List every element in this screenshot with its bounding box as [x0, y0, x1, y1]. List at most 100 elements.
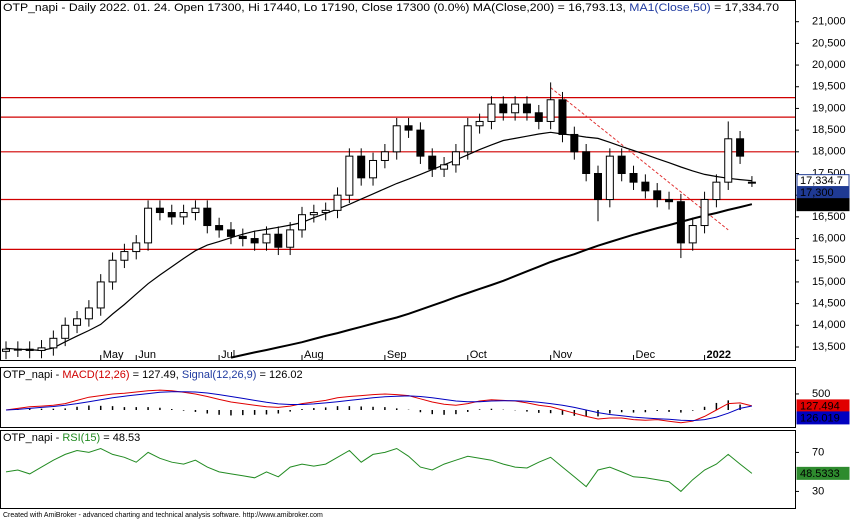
title-part: OTP_napi -: [3, 432, 62, 444]
y-tick-label: 16,000: [812, 232, 846, 244]
last-value-box: [796, 198, 850, 212]
y-tick-label: 500: [812, 388, 830, 400]
candle-body: [534, 112, 543, 122]
panel-title: OTP_napi - Daily 2022. 01. 24. Open 1730…: [3, 2, 779, 14]
candle-body: [250, 238, 259, 244]
y-tick-label: 20,000: [812, 59, 846, 71]
candle-body: [416, 129, 425, 157]
title-part: = 126.02: [256, 369, 302, 381]
y-tick-label: 30: [812, 485, 824, 497]
candle-body: [487, 103, 496, 122]
candle-body: [665, 199, 674, 203]
panel-title: OTP_napi - RSI(15) = 48.53: [3, 432, 140, 444]
candle-body: [357, 155, 366, 179]
candle-body: [25, 348, 34, 351]
candle-body: [108, 259, 117, 283]
candle-body: [688, 225, 697, 244]
candle-body: [676, 201, 685, 244]
candle-body: [605, 155, 614, 201]
y-tick-label: 13,500: [812, 341, 846, 353]
candle-body: [226, 229, 235, 237]
y-tick-label: 14,000: [812, 319, 846, 331]
candle-body: [203, 207, 212, 227]
y-tick-label: 15,500: [812, 254, 846, 266]
line-series: [5, 447, 753, 493]
line-series: [550, 87, 729, 231]
candle-body: [558, 99, 567, 135]
x-tick-label: Dec: [636, 349, 656, 361]
candle-body: [404, 125, 413, 131]
title-part: = 127.49,: [130, 369, 182, 381]
last-value-label: 126.019: [800, 412, 840, 424]
candle-body: [724, 138, 733, 183]
x-tick-label: Nov: [553, 349, 573, 361]
candle-body: [463, 125, 472, 153]
candle-body: [617, 155, 626, 174]
candle-body: [167, 212, 176, 218]
candle-body: [309, 212, 318, 216]
y-tick-label: 20,500: [812, 37, 846, 49]
title-part: OTP_napi -: [3, 369, 62, 381]
candle-body: [333, 194, 342, 211]
candle-body: [392, 125, 401, 153]
x-tick-label: Jun: [138, 349, 156, 361]
candle-body: [475, 120, 484, 127]
macd-panel-frame: [0, 367, 796, 428]
footer: Created with AmiBroker - advanced charti…: [3, 512, 323, 519]
candle-body: [61, 324, 70, 339]
last-value-box: [796, 411, 850, 425]
candle-body: [120, 251, 129, 261]
y-tick-label: 18,500: [812, 124, 846, 136]
candle-body: [37, 347, 46, 351]
y-tick-label: 19,500: [812, 81, 846, 93]
last-value-label: 48.5333: [800, 468, 840, 480]
title-part: OTP_napi - Daily 2022. 01. 24. Open 1730…: [3, 2, 629, 14]
candle-body: [73, 318, 82, 326]
candle-body: [511, 103, 520, 114]
candle-body: [84, 307, 93, 320]
candle-body: [570, 133, 579, 153]
line-series: [5, 389, 753, 424]
title-part: MA1(Close,50): [629, 2, 710, 14]
candle-body: [2, 348, 10, 352]
last-value-label: 16,793.1: [800, 199, 843, 211]
candle-body: [653, 190, 662, 201]
candle-body: [132, 242, 141, 253]
price-panel-frame: [0, 0, 796, 361]
candle-body: [238, 235, 247, 240]
candle-body: [712, 181, 721, 201]
candle-body: [321, 209, 330, 214]
candle-body: [736, 138, 745, 157]
last-value-label: 17,300: [800, 187, 834, 199]
candle-body: [380, 151, 389, 161]
line-series: [5, 131, 752, 352]
title-part: = 48.53: [100, 432, 140, 444]
y-tick-label: 70: [812, 446, 824, 458]
x-tick-label: Oct: [470, 349, 487, 361]
panel-title: OTP_napi - MACD(12,26) = 127.49, Signal(…: [3, 369, 303, 381]
y-tick-label: 14,500: [812, 298, 846, 310]
candle-body: [191, 207, 200, 214]
candle-body: [440, 164, 449, 170]
candle-body: [747, 181, 756, 184]
candle-body: [594, 172, 602, 201]
candle-body: [179, 212, 188, 218]
candle-body: [700, 199, 709, 227]
candle-body: [274, 233, 283, 248]
x-tick-label: Sep: [387, 349, 407, 361]
candle-body: [641, 181, 650, 192]
candle-body: [96, 281, 105, 309]
y-tick-label: 15,000: [812, 276, 846, 288]
x-tick-label: May: [103, 349, 124, 361]
candle-body: [144, 207, 153, 244]
title-part: RSI(15): [62, 432, 100, 444]
candle-body: [546, 99, 555, 122]
candle-body: [499, 103, 508, 114]
rsi-panel-frame: [0, 430, 796, 509]
y-tick-label: 16,500: [812, 211, 846, 223]
candle-body: [298, 214, 306, 231]
y-tick-label: 18,000: [812, 146, 846, 158]
line-series: [230, 203, 753, 359]
title-part: MACD(12,26): [62, 369, 129, 381]
candle-body: [451, 151, 460, 166]
